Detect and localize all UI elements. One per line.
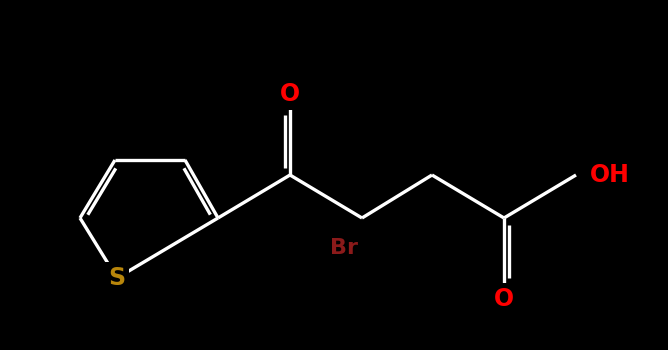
Text: OH: OH	[590, 163, 630, 187]
Text: O: O	[494, 287, 514, 311]
Text: S: S	[108, 266, 126, 290]
Text: Br: Br	[330, 238, 358, 258]
Text: O: O	[280, 82, 300, 106]
